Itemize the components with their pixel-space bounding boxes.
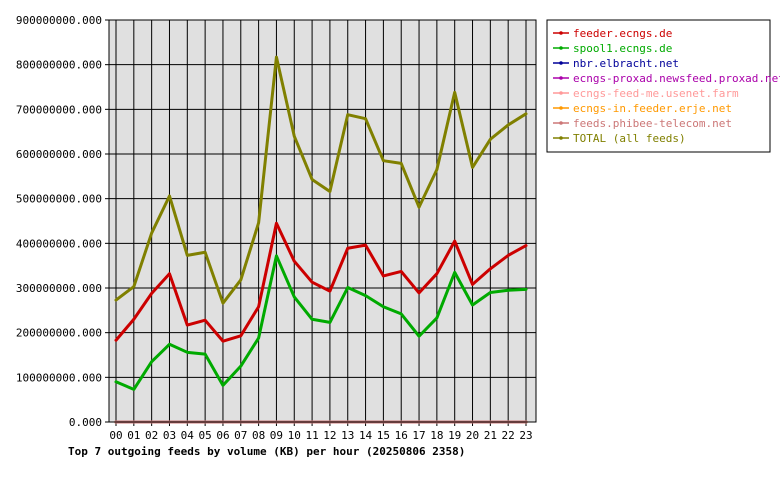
x-tick-label: 20	[466, 429, 479, 442]
legend-swatch-marker	[559, 31, 563, 35]
x-tick-label: 16	[395, 429, 408, 442]
legend-swatch-marker	[559, 61, 563, 65]
x-tick-label: 22	[502, 429, 515, 442]
legend-items: feeder.ecngs.de spool1.ecngs.de nbr.elbrac…	[553, 27, 780, 145]
legend-swatch-marker	[559, 91, 563, 95]
y-tick-label: 400000000.000	[16, 237, 102, 250]
legend-label: feeds.phibee-telecom.net	[573, 117, 732, 130]
legend-box	[546, 19, 771, 153]
x-axis: 00 01 02 03 04 05 06 07 08 09 10 11 12 13 14 15 16 17 18 19…	[109, 422, 533, 442]
legend-swatch-marker	[559, 136, 563, 140]
x-tick-label: 10	[288, 429, 301, 442]
y-tick-label: 200000000.000	[16, 327, 102, 340]
x-tick-label: 14	[359, 429, 373, 442]
series-line-1	[114, 254, 528, 391]
y-tick-label: 800000000.000	[16, 59, 102, 72]
y-tick-label: 600000000.000	[16, 148, 102, 161]
x-tick-label: 13	[341, 429, 354, 442]
chart-title: Top 7 outgoing feeds by volume (KB) per …	[68, 445, 465, 458]
legend-label: spool1.ecngs.de	[573, 42, 672, 55]
x-tick-label: 15	[377, 429, 390, 442]
plot-area	[109, 20, 536, 422]
legend-swatch-marker	[559, 46, 563, 50]
x-tick-label: 11	[305, 429, 318, 442]
y-tick-label: 500000000.000	[16, 193, 102, 206]
x-tick-label: 05	[199, 429, 212, 442]
legend-swatch-marker	[559, 106, 563, 110]
grid	[109, 19, 536, 423]
x-tick-label: 08	[252, 429, 265, 442]
legend-swatch-marker	[559, 76, 563, 80]
series-line-0	[114, 221, 528, 343]
x-tick-label: 21	[484, 429, 497, 442]
x-tick-label: 19	[448, 429, 461, 442]
legend-label: ecngs-proxad.newsfeed.proxad.net	[573, 72, 780, 85]
legend-label: ecngs-feed-me.usenet.farm	[573, 87, 739, 100]
series-line-7	[114, 55, 528, 305]
x-tick-label: 00	[109, 429, 122, 442]
x-tick-label: 02	[145, 429, 158, 442]
y-tick-label: 100000000.000	[16, 371, 102, 384]
x-tick-label: 09	[270, 429, 283, 442]
legend: feeder.ecngs.de spool1.ecngs.de nbr.elbrac…	[546, 19, 780, 153]
x-tick-label: 23	[519, 429, 532, 442]
x-tick-label: 04	[181, 429, 195, 442]
legend-label: TOTAL (all feeds)	[573, 132, 686, 145]
y-axis: 0.000 100000000.000 200000000.000 300000000…	[16, 14, 109, 429]
y-tick-label: 0.000	[69, 416, 102, 429]
legend-label: nbr.elbracht.net	[573, 57, 679, 70]
x-tick-label: 07	[234, 429, 247, 442]
x-tick-label: 12	[323, 429, 336, 442]
y-tick-label: 300000000.000	[16, 282, 102, 295]
x-tick-label: 06	[216, 429, 229, 442]
legend-label: feeder.ecngs.de	[573, 27, 672, 40]
legend-swatch-marker	[559, 121, 563, 125]
x-tick-label: 18	[430, 429, 443, 442]
plot-frame	[108, 19, 537, 423]
x-tick-label: 01	[127, 429, 140, 442]
x-tick-label: 17	[412, 429, 425, 442]
y-tick-label: 900000000.000	[16, 14, 102, 27]
legend-label: ecngs-in.feeder.erje.net	[573, 102, 732, 115]
x-tick-label: 03	[163, 429, 176, 442]
y-tick-label: 700000000.000	[16, 103, 102, 116]
